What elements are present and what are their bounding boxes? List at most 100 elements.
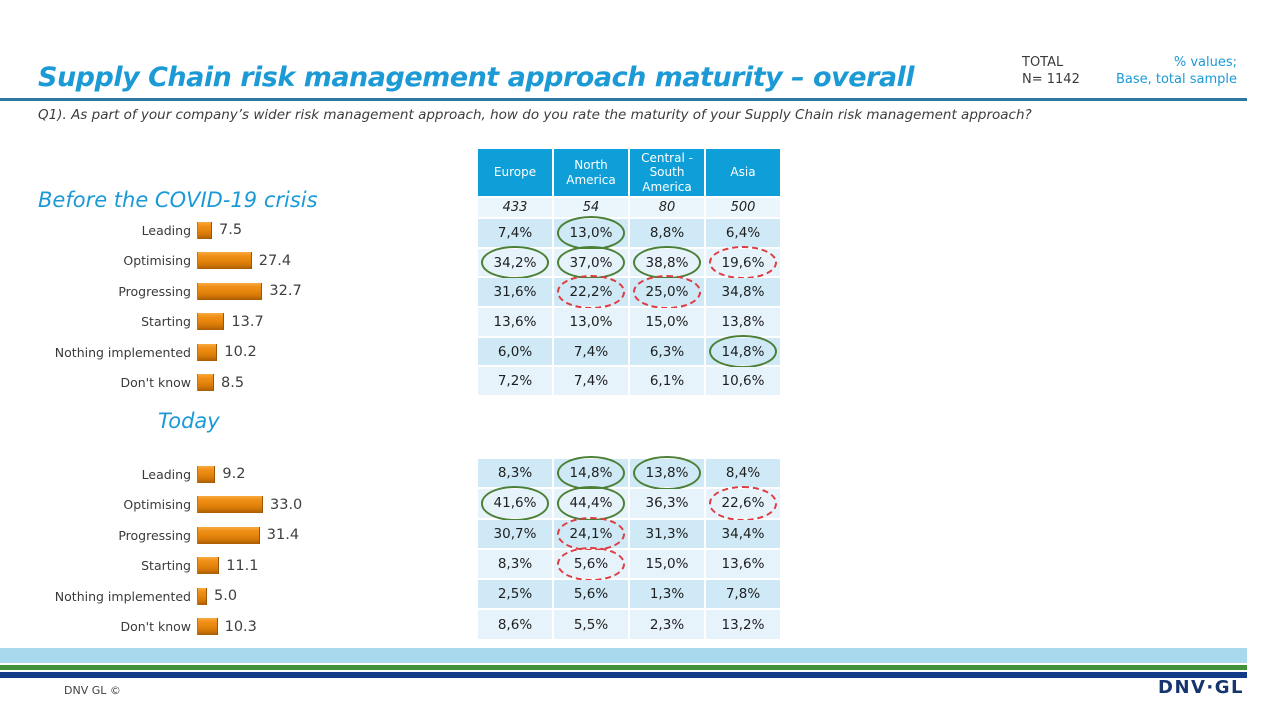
table-cell: 13,8% [706,308,780,336]
table-cell: 13,0% [554,308,628,336]
highlight-ellipse-green [633,456,701,491]
bar-value-label: 7.5 [219,222,243,239]
bar [197,618,218,636]
bar [197,221,212,239]
footer-stripe-lightblue [0,648,1247,663]
chart-row: Nothing implemented 10.2 [30,337,470,368]
highlight-ellipse-red [557,546,625,582]
table-cell: 5,5% [554,610,628,639]
table-cell: 7,4% [554,367,628,396]
table-cell: 1,3% [630,580,704,609]
chart-row: Don't know 10.3 [30,612,470,643]
bar-category-label: Optimising [123,253,191,269]
table-cell: 30,7% [478,519,552,548]
highlight-ellipse-green [557,456,625,491]
dnv-gl-logo: DNV·GL [1158,677,1245,698]
bar-value-label: 27.4 [258,252,292,269]
bar-category-label: Progressing [118,527,191,543]
regional-table-today: 8,3% 14,8% 13,8% 8,4% 41,6% 44,4% 36,3% 22,6% 30… [478,456,780,639]
bar-chart-today: Leading 9.2 Optimising 33.0 Progressing 31.4 S… [30,459,470,642]
bar-category-label: Leading [141,466,191,482]
bar [197,587,207,605]
table-cell: 14,8% [554,456,628,491]
bar [197,282,263,300]
bar [197,252,252,270]
bar [197,526,260,544]
column-header: Asia [706,149,780,196]
table-cell: 6,4% [706,219,780,247]
base-n-cell: 433 [478,198,552,217]
chart-row: Progressing 32.7 [30,276,470,307]
values-note-line1: % values; [1173,55,1237,70]
chart-row: Don't know 8.5 [30,368,470,399]
question-text: Q1). As part of your company’s wider ris… [38,107,1032,123]
bar-category-label: Nothing implemented [54,344,191,360]
column-header: Central - South America [630,149,704,196]
table-cell: 13,6% [706,549,780,579]
values-note-line2: Base, total sample [1115,72,1237,87]
bar [197,313,225,331]
table-cell: 8,4% [706,459,780,488]
highlight-ellipse-red [709,245,777,280]
bar-value-label: 9.2 [222,466,246,483]
table-cell: 6,1% [630,367,704,396]
highlight-ellipse-red [557,516,625,551]
bar-value-label: 11.1 [226,557,259,574]
table-cell: 15,0% [630,549,704,579]
bar-category-label: Nothing implemented [54,588,191,604]
table-cell: 34,4% [706,519,780,548]
table-cell: 24,1% [554,516,628,551]
table-cell: 13,2% [706,610,780,639]
bar-value-label: 5.0 [214,588,238,605]
highlight-ellipse-green [557,486,625,521]
bar-value-label: 10.3 [224,618,257,635]
chart-row: Starting 11.1 [30,551,470,582]
highlight-ellipse-green [709,334,777,369]
chart-row: Starting 13.7 [30,307,470,338]
chart-row: Leading 7.5 [30,215,470,246]
total-label: TOTAL [1022,55,1064,70]
table-cell: 7,4% [478,219,552,247]
table-cell: 15,0% [630,308,704,336]
bar-value-label: 10.2 [224,344,257,361]
table-cell: 31,3% [630,519,704,548]
table-cell: 7,8% [706,580,780,609]
values-note-block: % values; Base, total sample [1116,54,1237,88]
highlight-ellipse-green [557,245,625,280]
table-cell: 2,5% [478,580,552,609]
chart-row: Leading 9.2 [30,459,470,490]
table-cell: 6,3% [630,337,704,366]
bar-category-label: Optimising [123,497,191,513]
bar-chart-before: Leading 7.5 Optimising 27.4 Progressing 32.7 S… [30,215,470,398]
column-header: Europe [478,149,552,196]
bar [197,557,220,575]
chart-row: Nothing implemented 5.0 [30,581,470,612]
table-cell: 13,6% [478,308,552,336]
table-cell: 31,6% [478,278,552,307]
column-header: North America [554,149,628,196]
highlight-ellipse-red [709,486,777,521]
footer-stripe-green [0,665,1247,670]
table-cell: 22,2% [554,275,628,310]
table-cell: 5,6% [554,580,628,609]
table-cell: 41,6% [478,486,552,521]
table-cell: 22,6% [706,486,780,521]
table-cell: 14,8% [706,334,780,369]
bar [197,343,218,361]
highlight-ellipse-green [481,486,549,521]
base-n-cell: 500 [706,198,780,217]
table-cell: 8,3% [478,549,552,579]
base-n-cell: 80 [630,198,704,217]
bar-value-label: 8.5 [221,374,245,391]
bar-category-label: Don't know [120,375,191,391]
title-underline [0,98,1247,101]
total-n: N= 1142 [1022,72,1080,87]
table-cell: 7,2% [478,367,552,396]
table-cell: 38,8% [630,245,704,280]
table-cell: 34,2% [478,245,552,280]
table-cell: 7,4% [554,337,628,366]
bar [197,374,214,392]
footer-stripe-navy [0,672,1247,678]
bar-category-label: Progressing [118,283,191,299]
